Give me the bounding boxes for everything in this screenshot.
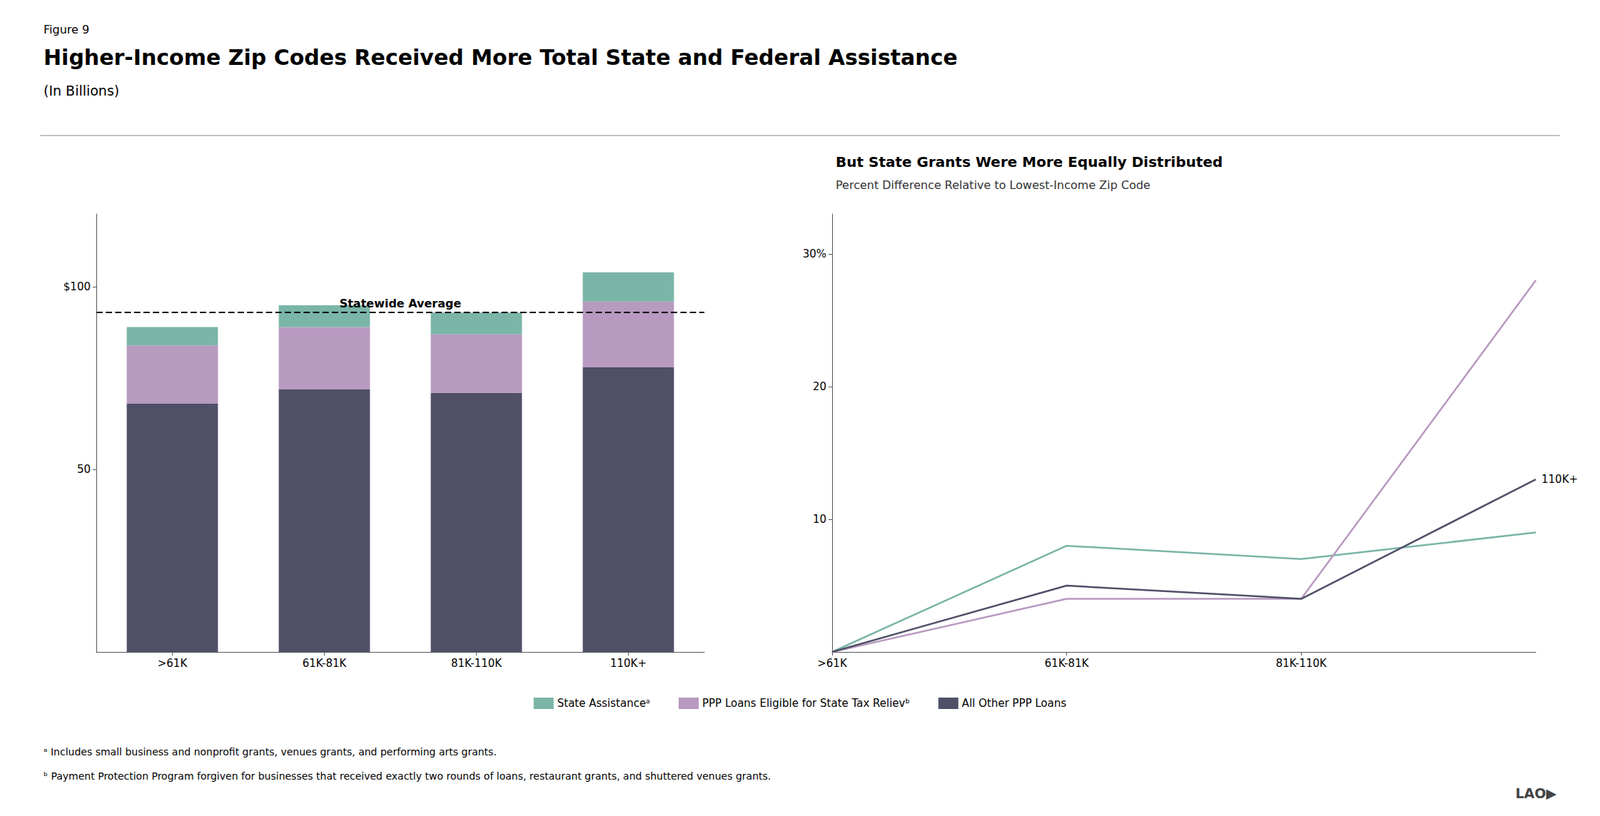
svg-text:30%: 30% (802, 247, 827, 261)
svg-text:(In Billions): (In Billions) (43, 82, 120, 99)
svg-text:61K-81K: 61K-81K (302, 657, 348, 671)
svg-text:10: 10 (812, 513, 827, 526)
svg-text:Percent Difference Relative to: Percent Difference Relative to Lowest-In… (835, 178, 1151, 192)
svg-text:ᵃ Includes small business and: ᵃ Includes small business and nonprofit … (43, 746, 497, 758)
svg-text:61K-81K: 61K-81K (1044, 657, 1090, 671)
svg-text:110K+: 110K+ (610, 657, 647, 671)
svg-text:81K-110K: 81K-110K (451, 657, 503, 671)
svg-text:State Assistanceᵃ: State Assistanceᵃ (557, 697, 651, 711)
svg-text:$100: $100 (63, 280, 91, 294)
svg-text:20: 20 (812, 380, 827, 394)
svg-text:Figure 9: Figure 9 (43, 22, 90, 37)
svg-text:Higher-Income Zip Codes Receiv: Higher-Income Zip Codes Received More To… (43, 44, 958, 70)
svg-text:PPP Loans Eligible for State T: PPP Loans Eligible for State Tax Relievᵇ (702, 697, 910, 711)
svg-text:50: 50 (77, 463, 91, 477)
svg-text:>61K: >61K (157, 657, 189, 671)
svg-text:But State Grants Were More Equ: But State Grants Were More Equally Distr… (835, 153, 1223, 171)
svg-text:81K-110K: 81K-110K (1276, 657, 1328, 671)
svg-text:110K+: 110K+ (1541, 473, 1578, 486)
svg-text:>61K: >61K (817, 657, 848, 671)
svg-text:Statewide Average: Statewide Average (339, 296, 462, 311)
svg-text:LAO▶: LAO▶ (1515, 785, 1557, 802)
svg-text:All Other PPP Loans: All Other PPP Loans (961, 697, 1067, 711)
svg-text:ᵇ Payment Protection Program f: ᵇ Payment Protection Program forgiven fo… (43, 770, 771, 783)
